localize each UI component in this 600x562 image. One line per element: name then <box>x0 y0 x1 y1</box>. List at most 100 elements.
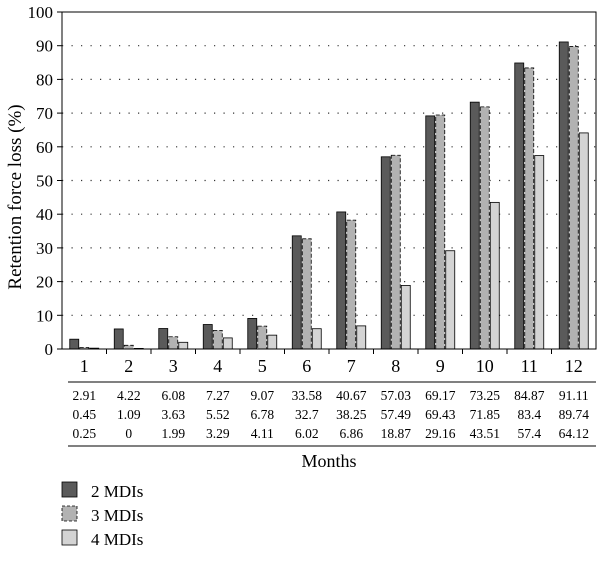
data-label: 71.85 <box>470 407 501 422</box>
data-label: 33.58 <box>292 388 323 403</box>
data-label: 69.43 <box>425 407 456 422</box>
bar-3-mdis-month-4 <box>212 329 223 350</box>
bar-3-mdis-month-12 <box>568 46 579 350</box>
data-label: 89.74 <box>559 407 590 422</box>
bar-4-mdis-month-3 <box>178 341 189 350</box>
y-tick-label: 60 <box>36 138 53 157</box>
bar-2-mdis-month-6 <box>291 235 302 350</box>
data-label: 6.08 <box>161 388 185 403</box>
data-label: 38.25 <box>336 407 367 422</box>
x-tick-label: 7 <box>347 356 356 376</box>
bar-2-mdis-month-2 <box>113 328 124 350</box>
bar-2-mdis-month-12 <box>558 41 569 350</box>
data-label: 4.22 <box>117 388 141 403</box>
bar-2-mdis-month-1 <box>69 338 80 350</box>
data-label: 29.16 <box>425 426 456 441</box>
bar-4-mdis-month-9 <box>445 250 456 350</box>
bar-4-mdis-month-10 <box>489 201 500 350</box>
bar-3-mdis-month-2 <box>123 344 134 350</box>
x-tick-label: 12 <box>565 356 583 376</box>
x-tick-label: 2 <box>124 356 133 376</box>
x-tick-label: 9 <box>436 356 445 376</box>
data-label: 1.99 <box>161 426 185 441</box>
x-tick-label: 8 <box>391 356 400 376</box>
data-label: 3.29 <box>206 426 230 441</box>
bar-3-mdis-month-7 <box>346 219 357 350</box>
bar-4-mdis-month-8 <box>400 285 411 350</box>
x-tick-label: 1 <box>80 356 89 376</box>
data-label: 1.09 <box>117 407 141 422</box>
legend-label: 3 MDIs <box>91 506 143 525</box>
bar-2-mdis-month-7 <box>336 211 347 350</box>
data-label: 0.45 <box>72 407 96 422</box>
data-label: 91.11 <box>559 388 589 403</box>
legend-swatch <box>61 529 78 546</box>
bar-4-mdis-month-4 <box>222 337 233 350</box>
y-tick-label: 20 <box>36 273 53 292</box>
bar-4-mdis-month-12 <box>578 132 589 350</box>
legend-label: 2 MDIs <box>91 482 143 501</box>
legend-swatch <box>61 481 78 498</box>
bar-2-mdis-month-8 <box>380 156 391 350</box>
bar-3-mdis-month-8 <box>390 154 401 350</box>
bar-2-mdis-month-4 <box>202 324 213 350</box>
y-tick-label: 0 <box>45 340 54 359</box>
y-tick-label: 10 <box>36 306 53 325</box>
data-label: 57.49 <box>381 407 412 422</box>
data-label: 0.25 <box>72 426 96 441</box>
bar-3-mdis-month-3 <box>168 336 179 350</box>
bar-4-mdis-month-6 <box>311 328 322 350</box>
data-label: 57.4 <box>517 426 541 441</box>
x-tick-label: 5 <box>258 356 267 376</box>
x-tick-label: 11 <box>521 356 538 376</box>
y-tick-label: 50 <box>36 172 53 191</box>
data-label: 83.4 <box>517 407 541 422</box>
bar-3-mdis-month-9 <box>435 114 446 350</box>
y-tick-label: 40 <box>36 205 53 224</box>
data-label: 64.12 <box>559 426 589 441</box>
data-label: 6.02 <box>295 426 319 441</box>
bar-3-mdis-month-6 <box>301 238 312 350</box>
data-label: 7.27 <box>206 388 230 403</box>
x-tick-label: 3 <box>169 356 178 376</box>
bar-4-mdis-month-5 <box>267 334 278 350</box>
data-label: 69.17 <box>425 388 456 403</box>
data-label: 5.52 <box>206 407 230 422</box>
data-label: 18.87 <box>381 426 412 441</box>
grid-lines <box>62 45 596 316</box>
x-tick-label: 10 <box>476 356 494 376</box>
data-label: 0 <box>125 426 132 441</box>
bar-4-mdis-month-11 <box>534 155 545 350</box>
bar-2-mdis-month-5 <box>247 318 258 350</box>
bar-2-mdis-month-9 <box>425 115 436 350</box>
y-axis-label: Retention force loss (%) <box>5 104 26 289</box>
y-axis: 0 10 20 30 40 50 60 70 80 90 100 <box>28 3 62 359</box>
x-tick-label: 6 <box>302 356 311 376</box>
data-label: 6.86 <box>339 426 363 441</box>
x-axis: 1 2 3 4 5 6 7 8 9 10 11 12 <box>80 349 583 376</box>
bar-3-mdis-month-11 <box>524 67 535 350</box>
legend: 2 MDIs 3 MDIs 4 MDIs <box>61 481 143 549</box>
data-label: 84.87 <box>514 388 545 403</box>
data-label: 4.11 <box>251 426 274 441</box>
legend-swatch <box>61 505 78 522</box>
data-label: 32.7 <box>295 407 319 422</box>
data-label: 57.03 <box>381 388 412 403</box>
data-label: 43.51 <box>470 426 500 441</box>
y-tick-label: 80 <box>36 70 53 89</box>
data-label: 3.63 <box>161 407 185 422</box>
data-table: 2.91 4.22 6.08 7.27 9.07 33.58 40.67 57.03 69.17… <box>68 381 596 447</box>
y-tick-label: 70 <box>36 104 53 123</box>
x-axis-label: Months <box>301 451 356 471</box>
data-label: 6.78 <box>250 407 274 422</box>
y-tick-label: 100 <box>28 3 54 22</box>
y-tick-label: 90 <box>36 37 53 56</box>
bar-2-mdis-month-10 <box>469 101 480 350</box>
bars <box>69 41 589 350</box>
data-label: 9.07 <box>250 388 274 403</box>
bar-2-mdis-month-3 <box>158 328 169 350</box>
y-tick-label: 30 <box>36 239 53 258</box>
bar-4-mdis-month-7 <box>356 325 367 350</box>
data-label: 73.25 <box>470 388 501 403</box>
